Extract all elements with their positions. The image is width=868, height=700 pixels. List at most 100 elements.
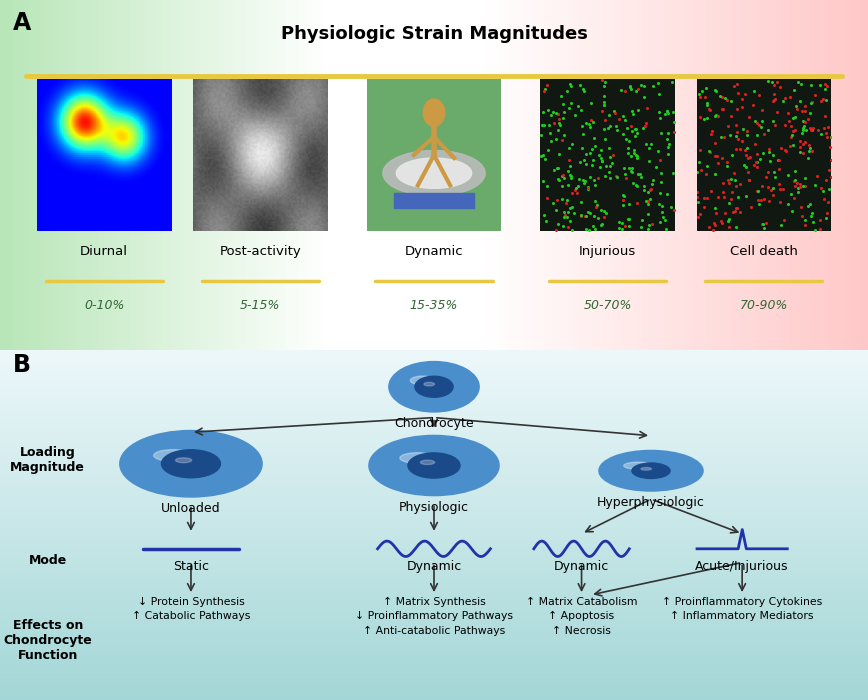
Bar <box>529 0 532 360</box>
Bar <box>286 0 289 360</box>
Bar <box>414 0 417 360</box>
Ellipse shape <box>400 453 436 463</box>
Bar <box>0 690 868 692</box>
Bar <box>197 0 200 360</box>
Ellipse shape <box>126 433 256 494</box>
Bar <box>20 0 23 360</box>
Bar <box>6 0 9 360</box>
Bar <box>648 0 651 360</box>
Bar <box>162 0 165 360</box>
Bar <box>0 645 868 648</box>
Bar <box>0 503 868 504</box>
Bar <box>145 0 148 360</box>
Bar <box>0 489 868 490</box>
Bar <box>784 0 787 360</box>
Bar <box>81 0 84 360</box>
Bar <box>133 0 136 360</box>
Text: ↑ Matrix Catabolism
↑ Apoptosis
↑ Necrosis: ↑ Matrix Catabolism ↑ Apoptosis ↑ Necros… <box>526 596 637 636</box>
Bar <box>0 564 868 566</box>
Bar <box>0 511 868 512</box>
Bar <box>460 0 463 360</box>
Bar <box>0 500 868 503</box>
Bar <box>0 610 868 612</box>
Bar <box>393 0 397 360</box>
Bar <box>596 0 599 360</box>
Bar <box>263 0 266 360</box>
Bar <box>260 0 263 360</box>
Bar <box>709 0 712 360</box>
Bar <box>0 452 868 454</box>
Bar <box>463 0 466 360</box>
Bar <box>727 0 729 360</box>
Bar <box>0 386 868 389</box>
Bar <box>0 448 868 450</box>
Bar <box>0 556 868 559</box>
Bar <box>0 406 868 407</box>
Ellipse shape <box>411 374 457 399</box>
Bar <box>746 0 749 360</box>
Bar <box>0 491 868 494</box>
Ellipse shape <box>415 377 453 398</box>
Bar <box>272 0 275 360</box>
Bar <box>113 0 115 360</box>
Bar <box>411 0 414 360</box>
Bar <box>275 0 278 360</box>
Bar <box>0 393 868 395</box>
Bar <box>0 685 868 686</box>
Bar <box>773 0 775 360</box>
Bar <box>0 533 868 536</box>
Bar <box>0 620 868 622</box>
Bar <box>564 0 567 360</box>
Bar <box>848 0 851 360</box>
Ellipse shape <box>418 458 450 473</box>
Bar <box>0 384 868 385</box>
Bar <box>593 0 596 360</box>
Bar <box>67 0 69 360</box>
Bar <box>0 644 868 645</box>
Bar <box>0 630 868 631</box>
Bar <box>584 0 588 360</box>
Ellipse shape <box>625 461 677 481</box>
Text: Unloaded: Unloaded <box>161 503 220 515</box>
Bar <box>185 0 188 360</box>
Bar <box>0 624 868 626</box>
Bar <box>327 0 330 360</box>
Ellipse shape <box>629 462 673 480</box>
Bar <box>180 0 182 360</box>
Bar <box>0 428 868 430</box>
Bar <box>171 0 174 360</box>
Bar <box>0 443 868 444</box>
Ellipse shape <box>396 448 472 483</box>
Bar <box>188 0 191 360</box>
Bar <box>0 598 868 601</box>
Bar <box>148 0 150 360</box>
Bar <box>58 0 61 360</box>
Bar <box>0 676 868 678</box>
Bar <box>0 418 868 420</box>
Bar <box>0 651 868 652</box>
Bar <box>258 0 260 360</box>
Bar <box>0 545 868 546</box>
Bar <box>0 671 868 672</box>
Bar <box>252 0 254 360</box>
Bar <box>298 0 301 360</box>
Bar <box>0 519 868 522</box>
Ellipse shape <box>404 370 464 403</box>
Text: ↑ Proinflammatory Cytokines
↑ Inflammatory Mediators: ↑ Proinflammatory Cytokines ↑ Inflammato… <box>662 596 822 622</box>
Ellipse shape <box>431 385 437 389</box>
Bar <box>0 638 868 640</box>
Bar <box>0 475 868 476</box>
Bar <box>293 0 295 360</box>
Bar <box>220 0 223 360</box>
Bar <box>0 450 868 452</box>
Ellipse shape <box>400 368 468 405</box>
Bar <box>544 0 547 360</box>
Bar <box>136 0 139 360</box>
Bar <box>599 0 602 360</box>
Bar <box>697 0 700 360</box>
Bar <box>0 410 868 412</box>
Text: Cell death: Cell death <box>730 245 798 258</box>
Bar <box>200 0 202 360</box>
Ellipse shape <box>155 447 227 480</box>
Bar <box>0 686 868 687</box>
